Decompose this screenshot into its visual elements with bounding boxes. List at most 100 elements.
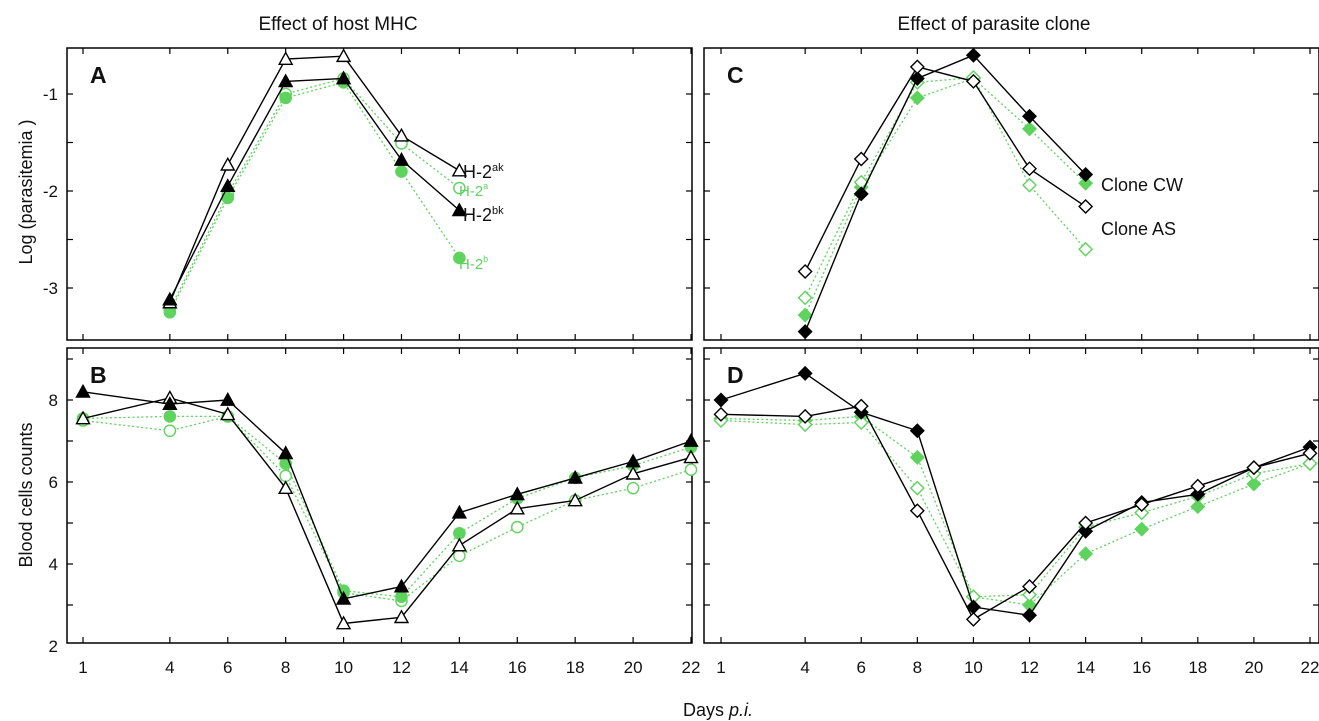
data-point xyxy=(965,47,981,63)
data-point xyxy=(909,480,925,496)
data-point xyxy=(797,290,813,306)
data-point xyxy=(625,453,641,468)
x-axis-label: Days p.i. xyxy=(683,700,753,720)
y-tick-label: 4 xyxy=(49,555,58,574)
legend-entry: Clone AS xyxy=(1101,219,1176,239)
data-point xyxy=(853,151,869,167)
legend-label: H-2 xyxy=(463,162,492,182)
data-point xyxy=(1022,108,1038,124)
panel-letter: A xyxy=(90,62,107,88)
data-point xyxy=(510,520,524,534)
data-point xyxy=(909,503,925,519)
x-axis-label-italic: p.i. xyxy=(728,700,753,720)
data-point xyxy=(335,70,352,85)
series-line xyxy=(804,77,1087,316)
panel-c: C Clone CW Clone AS xyxy=(703,47,1319,341)
data-point xyxy=(393,609,410,624)
data-point xyxy=(797,324,813,340)
panel-frame xyxy=(703,47,1319,341)
x-tick-label: 10 xyxy=(964,658,983,677)
data-point xyxy=(909,423,925,439)
series-line xyxy=(720,419,1311,598)
x-tick-label: 22 xyxy=(1301,658,1319,677)
data-point xyxy=(1246,460,1262,476)
legend-superscript: b xyxy=(483,254,488,264)
y-tick-label: -3 xyxy=(43,279,58,298)
x-tick-label: 8 xyxy=(913,658,922,677)
data-point xyxy=(453,526,466,540)
series-line xyxy=(804,66,1087,272)
data-point xyxy=(1302,445,1318,461)
data-point xyxy=(909,59,925,75)
data-point xyxy=(909,449,925,465)
data-point xyxy=(335,48,352,63)
x-tick-label: 4 xyxy=(800,658,809,677)
series-line xyxy=(804,54,1087,332)
data-point xyxy=(965,73,981,89)
y-axis-label-blood-cells: Blood cells counts xyxy=(16,422,36,567)
legend-entry: Clone CW xyxy=(1101,175,1183,195)
panel-letter: B xyxy=(90,362,107,388)
data-point xyxy=(220,178,236,193)
data-point xyxy=(277,480,294,495)
data-point xyxy=(797,408,813,424)
data-point xyxy=(1022,607,1038,623)
series-line xyxy=(169,77,460,300)
series-line xyxy=(720,372,1311,617)
data-point xyxy=(220,156,236,171)
data-point xyxy=(163,410,177,423)
data-point xyxy=(451,202,468,217)
x-tick-label: 20 xyxy=(624,658,643,677)
x-tick-label: 1 xyxy=(716,658,725,677)
data-point xyxy=(393,152,410,166)
data-point xyxy=(909,90,925,106)
data-point xyxy=(1022,161,1038,177)
panel-letter: C xyxy=(727,62,744,88)
series-line xyxy=(169,55,460,303)
data-point xyxy=(1022,579,1038,595)
legend-superscript: bk xyxy=(492,205,504,217)
data-point xyxy=(1302,456,1318,472)
data-point xyxy=(451,537,468,552)
x-axis-label-text: Days xyxy=(683,700,729,720)
data-point xyxy=(220,406,236,421)
data-point xyxy=(1022,177,1038,193)
legend-label: H-2 xyxy=(459,256,483,273)
legend-label: H-2 xyxy=(463,205,492,225)
x-tick-label: 18 xyxy=(566,658,585,677)
series-line xyxy=(720,405,1311,621)
series-line xyxy=(804,76,1087,298)
data-point xyxy=(163,424,177,438)
data-point xyxy=(75,383,91,398)
data-point xyxy=(277,73,294,88)
data-point xyxy=(453,181,466,195)
data-point xyxy=(797,417,813,433)
x-tick-label: 16 xyxy=(508,658,527,677)
x-tick-label: 8 xyxy=(281,658,290,677)
data-point xyxy=(1134,505,1150,521)
data-point xyxy=(451,162,468,177)
x-tick-label: 10 xyxy=(334,658,353,677)
data-point xyxy=(395,165,408,178)
data-point xyxy=(393,127,410,142)
data-point xyxy=(684,463,698,477)
panel-frame xyxy=(66,347,693,644)
panel-frame xyxy=(66,47,693,341)
x-tick-label: 6 xyxy=(223,658,232,677)
series-line xyxy=(720,415,1311,606)
data-point xyxy=(1022,587,1038,603)
data-point xyxy=(1190,478,1206,494)
data-point xyxy=(1134,521,1150,537)
x-tick-label: 6 xyxy=(857,658,866,677)
legend-entry: H-2bk xyxy=(463,205,504,225)
data-point xyxy=(1078,515,1094,531)
column-title-host-mhc: Effect of host MHC xyxy=(258,14,417,35)
legend-label: H-2 xyxy=(459,183,483,200)
legend-superscript: ak xyxy=(492,162,504,174)
x-tick-label: 16 xyxy=(1132,658,1151,677)
x-tick-label: 14 xyxy=(1076,658,1095,677)
data-point xyxy=(509,486,525,501)
data-point xyxy=(567,469,583,484)
panel-letter: D xyxy=(727,362,744,388)
